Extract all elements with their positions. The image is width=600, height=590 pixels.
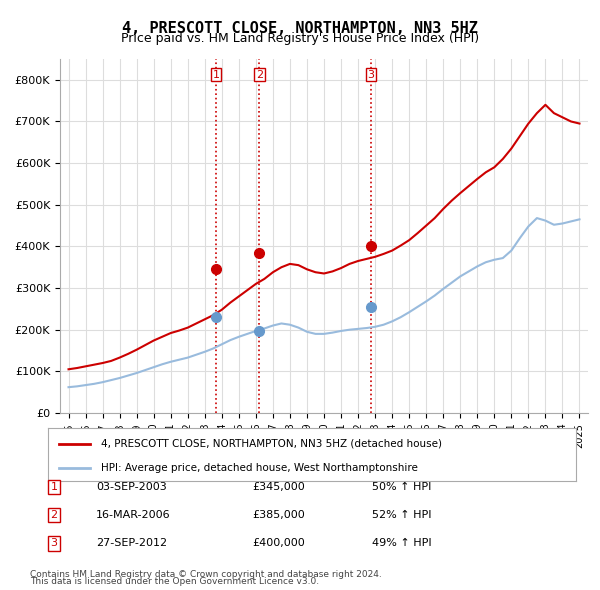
Text: 1: 1 bbox=[50, 482, 58, 491]
Text: 4, PRESCOTT CLOSE, NORTHAMPTON, NN3 5HZ: 4, PRESCOTT CLOSE, NORTHAMPTON, NN3 5HZ bbox=[122, 21, 478, 35]
Text: 27-SEP-2012: 27-SEP-2012 bbox=[96, 539, 167, 548]
Text: 2: 2 bbox=[256, 70, 263, 80]
Text: 49% ↑ HPI: 49% ↑ HPI bbox=[372, 539, 431, 548]
Text: Contains HM Land Registry data © Crown copyright and database right 2024.: Contains HM Land Registry data © Crown c… bbox=[30, 571, 382, 579]
Text: 16-MAR-2006: 16-MAR-2006 bbox=[96, 510, 170, 520]
Text: HPI: Average price, detached house, West Northamptonshire: HPI: Average price, detached house, West… bbox=[101, 463, 418, 473]
Text: 1: 1 bbox=[212, 70, 220, 80]
Text: 3: 3 bbox=[50, 539, 58, 548]
Text: £345,000: £345,000 bbox=[252, 482, 305, 491]
Text: 2: 2 bbox=[50, 510, 58, 520]
Text: 50% ↑ HPI: 50% ↑ HPI bbox=[372, 482, 431, 491]
Text: 03-SEP-2003: 03-SEP-2003 bbox=[96, 482, 167, 491]
Text: Price paid vs. HM Land Registry's House Price Index (HPI): Price paid vs. HM Land Registry's House … bbox=[121, 32, 479, 45]
Text: 4, PRESCOTT CLOSE, NORTHAMPTON, NN3 5HZ (detached house): 4, PRESCOTT CLOSE, NORTHAMPTON, NN3 5HZ … bbox=[101, 439, 442, 448]
Text: £385,000: £385,000 bbox=[252, 510, 305, 520]
Text: 3: 3 bbox=[367, 70, 374, 80]
Text: 52% ↑ HPI: 52% ↑ HPI bbox=[372, 510, 431, 520]
Text: This data is licensed under the Open Government Licence v3.0.: This data is licensed under the Open Gov… bbox=[30, 578, 319, 586]
Text: £400,000: £400,000 bbox=[252, 539, 305, 548]
